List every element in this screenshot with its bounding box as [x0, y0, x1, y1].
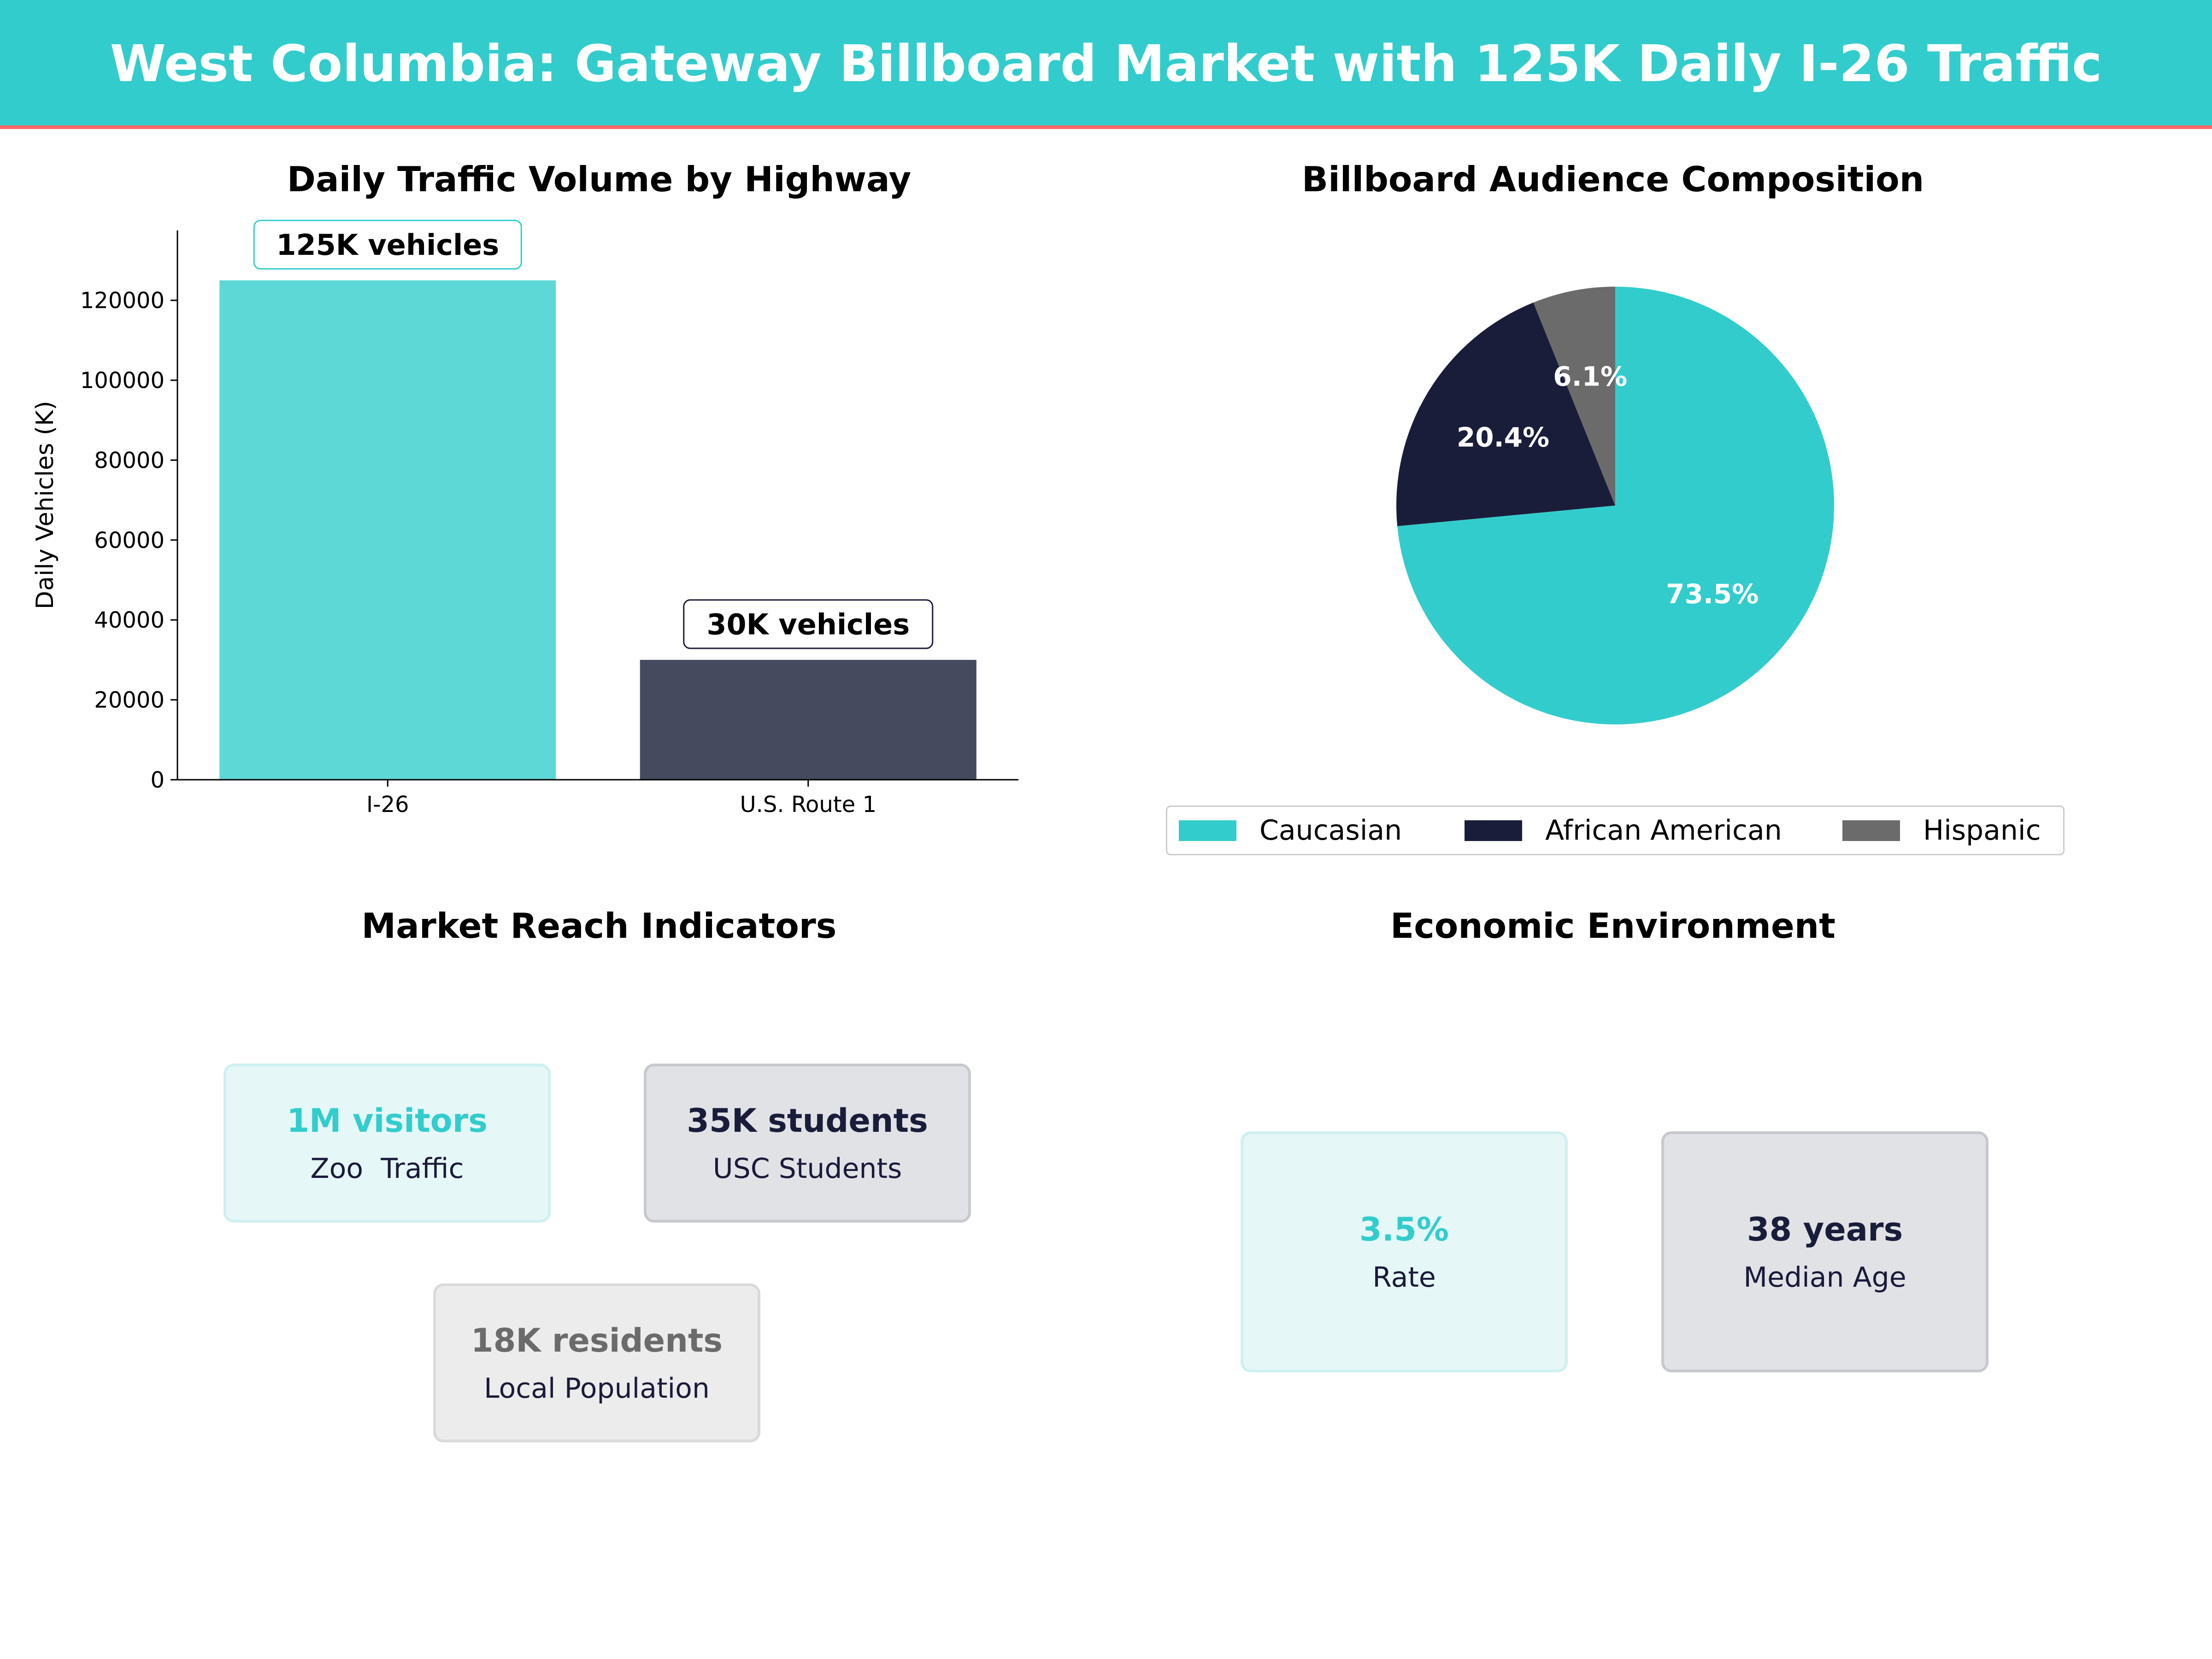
page-title: West Columbia: Gateway Billboard Market … [110, 34, 2102, 93]
bar-i-26 [219, 280, 556, 780]
bar-chart: 125K vehicles I-26 30K vehicles U.S. Route … [31, 219, 1018, 818]
reach-card-label: Zoo Traffic [310, 1152, 464, 1185]
y-tick-label: 100000 [80, 368, 165, 394]
legend-swatch-hispanic [1842, 820, 1900, 841]
pie-chart: 73.5% 20.4%6.1% [1396, 287, 1834, 724]
pie-slice-caucasian [1397, 287, 1834, 724]
economic-card-label: Rate [1372, 1261, 1436, 1294]
x-tick-label: U.S. Route 1 [740, 792, 877, 818]
economic-card-rate: 3.5% Rate [1241, 1131, 1568, 1372]
legend-item-hispanic: Hispanic [1842, 807, 2041, 854]
reach-card-value: 18K residents [471, 1321, 723, 1359]
economic-card-median-age: 38 years Median Age [1661, 1131, 1988, 1372]
legend-swatch-caucasian [1179, 820, 1236, 841]
legend-swatch-african-american [1465, 820, 1522, 841]
reach-card-value: 1M visitors [287, 1101, 488, 1140]
economic-card-value: 3.5% [1359, 1210, 1449, 1248]
pie-value-label: 73.5% [1666, 578, 1759, 610]
y-tick-label: 120000 [80, 288, 165, 314]
pie-value-label: 6.1% [1553, 361, 1627, 392]
legend-item-african-american: African American [1465, 807, 1782, 854]
bar-data-label: 30K vehicles [706, 607, 910, 641]
bar-label-box [683, 599, 934, 649]
reach-card-value: 35K students [687, 1101, 928, 1140]
y-axis-label: Daily Vehicles (K) [31, 401, 59, 609]
y-tick-label: 40000 [94, 607, 165, 633]
economic-title: Economic Environment [1390, 906, 1835, 946]
header-banner: West Columbia: Gateway Billboard Market … [0, 0, 2212, 129]
economic-card-value: 38 years [1747, 1210, 1903, 1248]
legend-label-hispanic: Hispanic [1923, 814, 2041, 847]
y-tick-label: 20000 [94, 688, 165, 713]
pie-slice-hispanic [1533, 287, 1615, 506]
pie-chart-title: Billboard Audience Composition [1301, 159, 1924, 200]
legend-label-caucasian: Caucasian [1259, 814, 1402, 847]
reach-card-zoo: 1M visitors Zoo Traffic [224, 1064, 551, 1223]
y-tick-label: 0 [150, 767, 165, 793]
legend-item-caucasian: Caucasian [1179, 807, 1402, 854]
bar-u-s-route-1 [640, 659, 977, 780]
pie-value-label: 20.4% [1457, 422, 1549, 453]
market-reach-title: Market Reach Indicators [361, 906, 837, 946]
y-tick-label: 60000 [94, 528, 165, 553]
reach-card-label: Local Population [484, 1372, 710, 1405]
pie-slice-african-american [1396, 302, 1615, 526]
bar-data-label: 125K vehicles [276, 228, 499, 262]
reach-card-label: USC Students [712, 1152, 902, 1185]
y-tick-label: 80000 [94, 447, 165, 473]
reach-card-residents: 18K residents Local Population [433, 1283, 760, 1442]
legend-label-african-american: African American [1545, 814, 1782, 847]
economic-card-label: Median Age [1743, 1261, 1906, 1294]
bar-chart-title: Daily Traffic Volume by Highway [287, 159, 912, 200]
x-tick-label: I-26 [366, 792, 409, 818]
pie-legend: Caucasian African American Hispanic [1166, 806, 2065, 855]
reach-card-students: 35K students USC Students [644, 1064, 971, 1223]
bar-label-box [253, 219, 522, 270]
